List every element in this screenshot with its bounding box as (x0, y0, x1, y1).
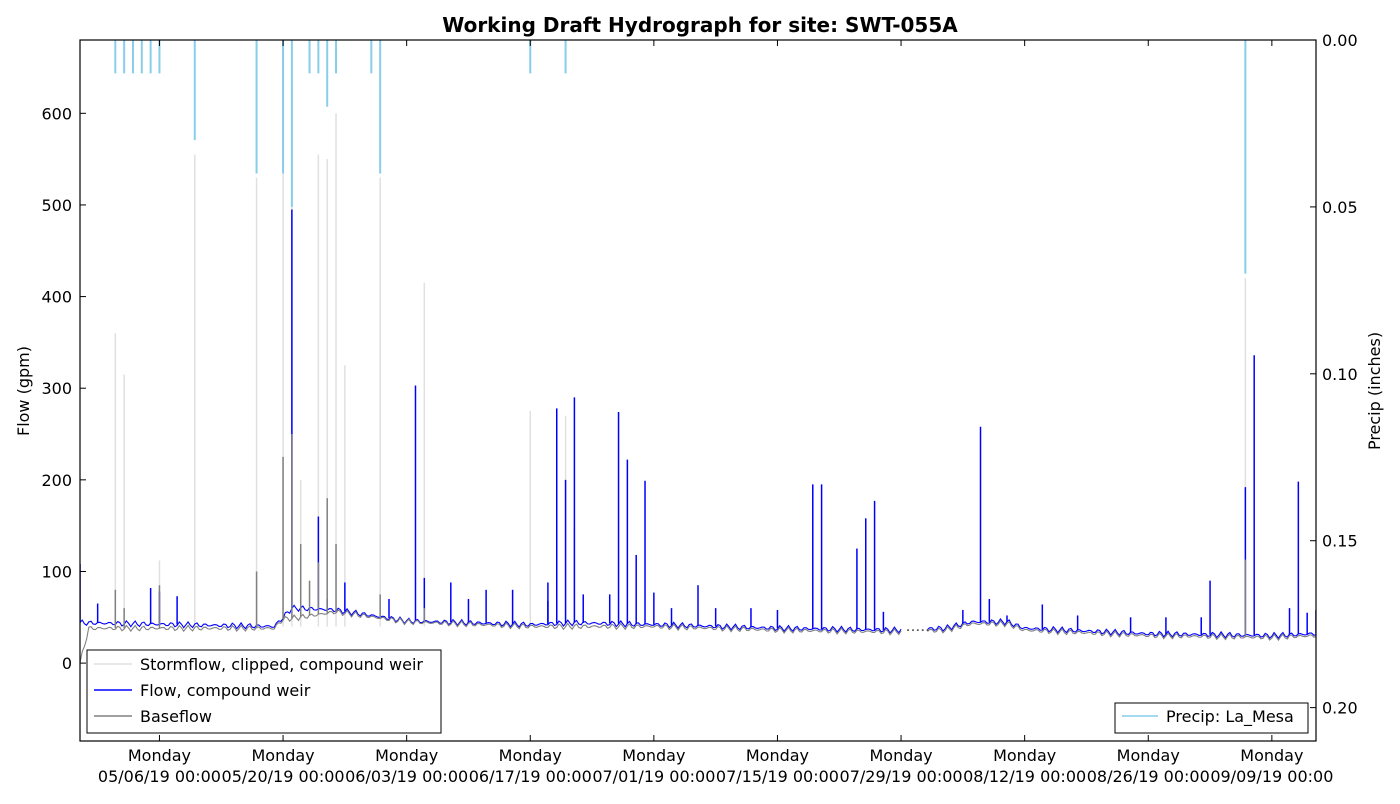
baseflow-line-0 (80, 609, 902, 663)
legend-precip: Precip: La_Mesa (1114, 702, 1309, 734)
x-tick-label-date: 05/06/19 00:00 (98, 767, 221, 786)
y2-axis-label: Precip (inches) (1365, 332, 1384, 450)
y-tick-label: 500 (41, 196, 72, 215)
legend-stormflow-label: Stormflow, clipped, compound weir (140, 655, 423, 674)
y-tick-label: 400 (41, 288, 72, 307)
y-tick-label: 300 (41, 379, 72, 398)
flow-baseline-0 (79, 604, 902, 634)
x-tick-label-date: 08/12/19 00:00 (963, 767, 1086, 786)
x-tick-label-date: 08/26/19 00:00 (1087, 767, 1210, 786)
x-tick-label-day: Monday (251, 746, 314, 765)
y-axis-label: Flow (gpm) (14, 346, 33, 436)
legend-flow-box (86, 649, 442, 734)
flow-baseline-1 (927, 618, 1317, 640)
legend-flow-label: Flow, compound weir (140, 681, 311, 700)
y2-tick-label: 0.20 (1322, 699, 1358, 718)
x-tick-label-date: 06/03/19 00:00 (345, 767, 468, 786)
x-tick-label-date: 07/29/19 00:00 (840, 767, 963, 786)
x-tick-label-day: Monday (622, 746, 685, 765)
y2-tick-label: 0.00 (1322, 31, 1358, 50)
gap-dot-4 (926, 629, 929, 632)
axes: 0 100 200 300 400 500 600 0.00 0.05 0.10 0.15 0.20 M… (41, 31, 1357, 786)
x-tick-label-day: Monday (993, 746, 1056, 765)
x-tick-label-day: Monday (128, 746, 191, 765)
x-tick-label-day: Monday (499, 746, 562, 765)
y-tick-label: 600 (41, 104, 72, 123)
gap-dot-0 (907, 629, 910, 632)
legend-precip-label: Precip: La_Mesa (1166, 707, 1294, 727)
plot-frame (79, 39, 1317, 742)
chart-title: Working Draft Hydrograph for site: SWT-0… (442, 13, 958, 37)
y2-tick-label: 0.10 (1322, 365, 1358, 384)
y-tick-label: 0 (62, 654, 72, 673)
gap-dot-1 (912, 629, 914, 632)
y2-tick-label: 0.15 (1322, 532, 1358, 551)
x-tick-label-date: 09/09/19 00:00 (1210, 767, 1333, 786)
x-tick-label-day: Monday (746, 746, 809, 765)
x-tick-label-date: 06/17/19 00:00 (469, 767, 592, 786)
y2-tick-label: 0.05 (1322, 198, 1358, 217)
legend-precip-box (1114, 702, 1309, 734)
legend-flow: Stormflow, clipped, compound weir Flow, … (86, 649, 442, 734)
y-tick-label: 100 (41, 562, 72, 581)
x-tick-label-day: Monday (1117, 746, 1180, 765)
x-tick-label-date: 07/01/19 00:00 (592, 767, 715, 786)
plot-area (79, 40, 1317, 663)
baseflow-line-1 (927, 619, 1316, 642)
legend-baseflow-label: Baseflow (140, 707, 212, 726)
x-tick-label-day: Monday (1240, 746, 1303, 765)
gap-dot-2 (916, 629, 919, 632)
y-tick-label: 200 (41, 471, 72, 490)
x-tick-label-date: 07/15/19 00:00 (716, 767, 839, 786)
x-tick-label-date: 05/20/19 00:00 (222, 767, 345, 786)
x-tick-label-day: Monday (869, 746, 932, 765)
gap-dot-3 (921, 629, 924, 632)
x-tick-label-day: Monday (375, 746, 438, 765)
